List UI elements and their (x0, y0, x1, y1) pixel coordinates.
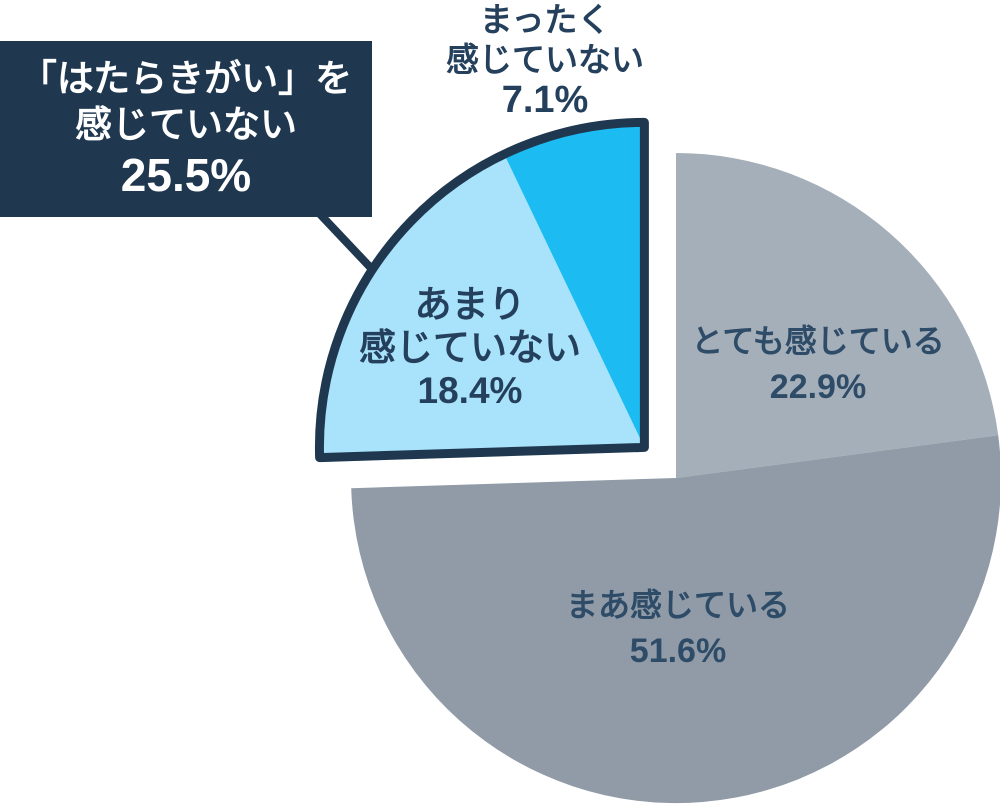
label-line: 感じていない (359, 327, 581, 368)
slice-label-not-really: あまり 感じていない 18.4% (359, 283, 581, 412)
slice-label-very: とても感じている 22.9% (691, 318, 944, 410)
pie-slice-somewhat (351, 435, 1000, 804)
label-percent: 7.1% (501, 79, 589, 121)
pie-slice-not-really (319, 154, 645, 458)
exploded-group-outline (314, 117, 649, 463)
slice-label-not-at-all: まったく 感じていない 7.1% (446, 0, 644, 120)
callout-line-2: 感じていない (75, 104, 297, 145)
label-percent: 18.4% (417, 370, 523, 411)
label-percent: 51.6% (629, 632, 727, 670)
label-line: とても感じている (691, 323, 945, 359)
callout-connector-line (312, 206, 375, 272)
label-line: あまり (414, 284, 526, 325)
pie-slice-not-at-all (504, 122, 645, 448)
label-line: 感じていない (446, 41, 644, 78)
pie-slice-very (676, 152, 999, 478)
callout-line-1: 「はたらきがい」を (19, 58, 353, 99)
callout-box: 「はたらきがい」を 感じていない 25.5% (0, 41, 372, 217)
label-line: まったく (479, 1, 611, 38)
label-percent: 22.9% (769, 368, 867, 406)
slice-label-somewhat: まあ感じている 51.6% (566, 582, 790, 674)
callout-percent: 25.5% (120, 149, 252, 201)
label-line: まあ感じている (565, 587, 791, 623)
